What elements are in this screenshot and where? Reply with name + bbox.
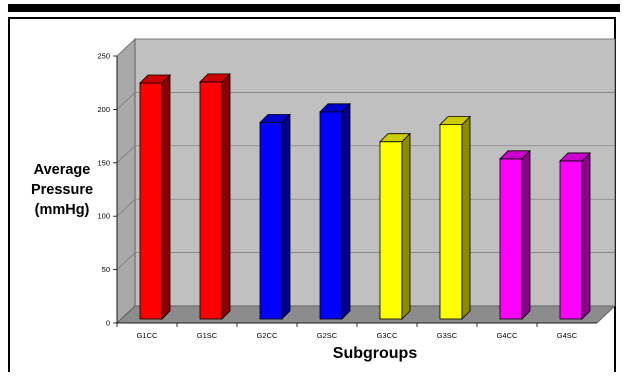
bar-front (499, 158, 523, 320)
gridline (116, 92, 615, 110)
x-axis-label: Subgroups (332, 345, 418, 362)
x-tick-label: G3SC (437, 331, 458, 340)
bar-front (259, 122, 283, 320)
y-tick-label: 100 (97, 212, 110, 221)
bar-front (439, 124, 463, 320)
bar-side (521, 149, 531, 320)
y-axis-label: Average Pressure (mmHg) (22, 160, 102, 220)
bar-top (259, 114, 291, 123)
bar-front (199, 81, 223, 320)
top-rule (8, 4, 620, 12)
bar-side (341, 102, 351, 320)
bar-side (461, 115, 471, 320)
x-tick-label: G4SC (557, 331, 578, 340)
y-axis-label-line-2: Pressure (30, 182, 94, 198)
x-tick-label: G1SC (197, 331, 218, 340)
bar-side (221, 72, 231, 320)
bar-side (401, 132, 411, 320)
bar-top (559, 152, 591, 162)
x-tick-label: G2SC (317, 331, 338, 340)
bar-top (319, 103, 351, 113)
y-tick-label: 150 (97, 158, 110, 167)
x-tick-label: G4CC (497, 331, 518, 340)
bar-side (161, 74, 171, 320)
bar-top (439, 116, 471, 126)
y-tick-label: 0 (106, 319, 110, 328)
bar-top (139, 74, 171, 84)
x-tick-label: G2CC (257, 331, 278, 340)
bar-top (199, 73, 231, 83)
x-tick-label: G3CC (377, 331, 398, 340)
side-wall (116, 38, 136, 324)
floor (115, 305, 617, 324)
bar-front (139, 82, 163, 320)
bar-side (281, 113, 291, 320)
bar-front (559, 160, 583, 320)
bar-front (379, 141, 403, 320)
y-tick-label: 200 (97, 105, 110, 114)
y-tick-label: 250 (97, 52, 110, 61)
y-tick-label: 50 (102, 265, 110, 274)
bar-top (379, 133, 411, 143)
bar-side (581, 151, 591, 320)
x-tick-label: G1CC (137, 331, 158, 340)
bar-front (319, 111, 343, 320)
bar-top (499, 150, 531, 160)
gridline (116, 38, 615, 57)
y-axis-label-line-3: (mmHg) (34, 202, 90, 218)
y-axis-label-line-1: Average (33, 162, 91, 178)
